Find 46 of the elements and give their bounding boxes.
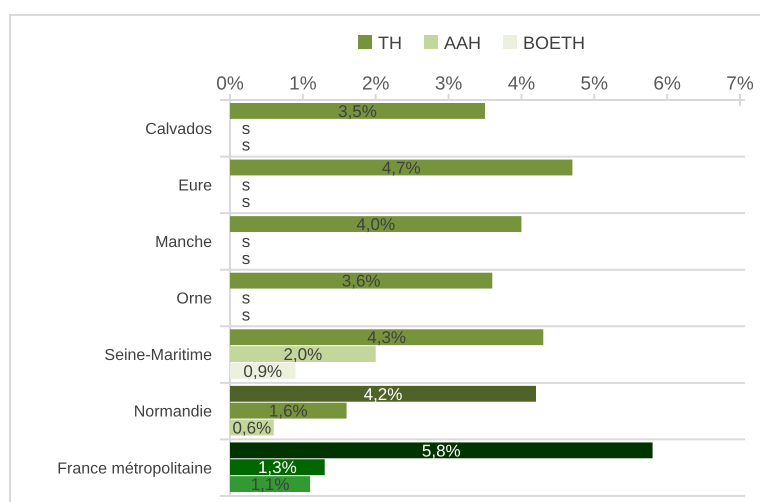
data-label: 1,6% bbox=[268, 402, 308, 421]
x-tick-label: 3% bbox=[434, 73, 462, 94]
x-tick-label: 5% bbox=[580, 73, 608, 94]
x-tick-label: 4% bbox=[508, 73, 536, 94]
y-tick-label: Eure bbox=[178, 177, 212, 194]
data-label: 0,9% bbox=[243, 362, 282, 381]
x-tick-label: 0% bbox=[216, 73, 244, 94]
y-tick-label: Calvados bbox=[145, 120, 212, 138]
y-tick-label: Normandie bbox=[134, 404, 212, 421]
data-label: 1,1% bbox=[250, 475, 290, 494]
bar bbox=[230, 216, 522, 232]
data-label: 3,6% bbox=[342, 272, 381, 291]
bar bbox=[230, 160, 572, 176]
bar bbox=[230, 272, 492, 289]
y-tick-label: Seine-Maritime bbox=[104, 347, 212, 364]
x-tick-label: 6% bbox=[653, 73, 681, 94]
text: s bbox=[242, 136, 250, 155]
data-label: 1,3% bbox=[258, 458, 297, 478]
data-label: 0,6% bbox=[232, 418, 272, 438]
y-tick-label: France métropolitaine bbox=[57, 460, 212, 478]
text: s bbox=[242, 192, 250, 212]
data-label: 4,2% bbox=[364, 384, 402, 404]
data-label: 4,3% bbox=[367, 328, 406, 348]
data-label: 3,5% bbox=[338, 102, 377, 121]
legend-label: AAH bbox=[444, 33, 482, 53]
y-tick-label: Manche bbox=[155, 234, 212, 252]
text: s bbox=[242, 232, 250, 251]
data-label: 4,7% bbox=[382, 158, 421, 178]
text: s bbox=[242, 118, 250, 138]
data-label: 4,0% bbox=[356, 215, 396, 234]
text: s bbox=[242, 248, 250, 268]
legend-label: BOETH bbox=[523, 33, 586, 53]
data-label: 2,0% bbox=[283, 345, 322, 364]
x-tick-label: 1% bbox=[289, 73, 317, 94]
y-tick-label: Orne bbox=[176, 290, 212, 308]
x-tick-label: 2% bbox=[362, 73, 390, 94]
text: s bbox=[242, 288, 250, 308]
text: s bbox=[242, 175, 250, 194]
bar bbox=[230, 329, 544, 346]
text: s bbox=[242, 305, 250, 324]
bar bbox=[230, 103, 485, 119]
x-tick-label: 7% bbox=[726, 73, 754, 94]
legend-label: TH bbox=[378, 33, 402, 53]
bar bbox=[230, 442, 653, 458]
bar bbox=[230, 386, 536, 402]
data-label: 5,8% bbox=[422, 441, 461, 460]
